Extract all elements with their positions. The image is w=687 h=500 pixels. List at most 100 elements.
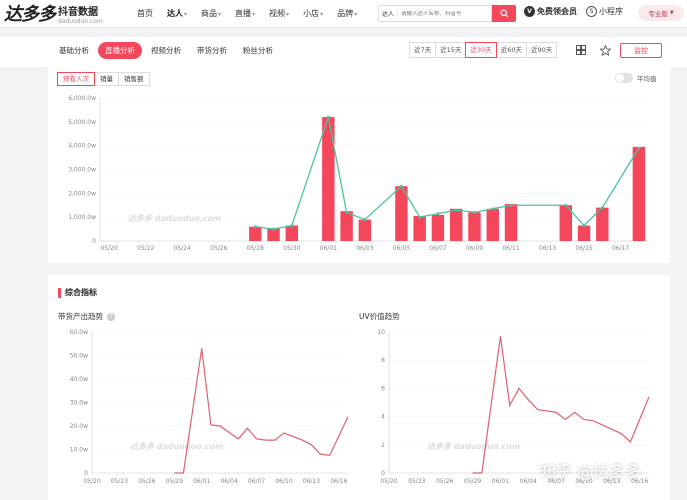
x-tick-label: 05/29 [464, 478, 481, 485]
line-point [582, 224, 586, 227]
nav-item[interactable]: 直播▾ [228, 0, 262, 28]
footer-watermark: 知乎 @达多多 [540, 462, 642, 481]
comprehensive-indicators-card: 综合指标 带货产出趋势 ? UV价值趋势 0 10.0w 20.0w 30.0w 40.… [48, 275, 670, 500]
x-tick-label: 05/26 [138, 478, 155, 485]
x-tick-label: 06/07 [547, 478, 564, 485]
series-line-segment [565, 204, 585, 226]
line-point [272, 227, 275, 231]
vip-icon: V [524, 6, 535, 17]
date-range-option[interactable]: 近90天 [525, 42, 558, 58]
nav-item-label: 直播 [235, 9, 252, 18]
analysis-tab[interactable]: 视频分析 [151, 46, 181, 55]
chevron-down-icon: ▾ [354, 11, 358, 18]
monitor-button[interactable]: 监控 [620, 43, 662, 58]
analysis-tab[interactable]: 基础分析 [59, 46, 89, 55]
y-tick-label: 5,000.0w [68, 119, 96, 126]
sales-trend-chart: 0 10.0w 20.0w 30.0w 40.0w 50.0w 60.0w 05/20 05/2… [70, 329, 349, 485]
x-tick-label: 05/20 [83, 478, 100, 485]
nav-item[interactable]: 视频▾ [262, 0, 296, 28]
bar [285, 225, 299, 241]
logo-subtitle-cn: 抖音数据 [58, 7, 98, 18]
x-tick-label: 05/26 [210, 245, 227, 252]
date-range-option[interactable]: 近30天 [465, 42, 497, 58]
x-tick-label: 05/20 [380, 478, 397, 485]
nav-item-label: 品牌 [337, 9, 354, 18]
sales-trend-label: 带货产出趋势 [58, 312, 103, 321]
metric-tab[interactable]: 销售额 [118, 72, 150, 86]
x-tick-label: 05/20 [100, 245, 117, 252]
line-point [637, 146, 641, 150]
bar [413, 215, 426, 241]
free-vip-link[interactable]: V 免费领会员 [524, 6, 577, 17]
x-tick-label: 05/29 [166, 478, 183, 485]
line-point [436, 212, 440, 215]
nav-item[interactable]: 达人▾ [160, 0, 194, 28]
search-type-select[interactable]: 达人 [379, 9, 399, 18]
uv-value-trend-chart: 0 2 4 6 8 10 05/20 05/23 05/26 05/29 06/01 06/04 06/… [377, 329, 650, 485]
series-line-segment [419, 212, 439, 218]
free-vip-label: 免费领会员 [537, 7, 577, 16]
nav-item[interactable]: 品牌▾ [330, 0, 364, 28]
date-range-option[interactable]: 近15天 [435, 42, 467, 58]
logo-wordmark: 达多多 [4, 4, 56, 25]
series-line-segment [456, 209, 475, 214]
live-trend-card: 观看人次 销量 销售额 平均值 0 1,000.0w 2,000.0w 3,000.0w 4… [48, 67, 670, 263]
x-tick-label: 06/04 [520, 478, 537, 485]
star-icon[interactable] [598, 43, 612, 57]
chevron-down-icon: ▼ [669, 10, 674, 16]
chevron-down-icon: ▾ [184, 11, 188, 18]
analysis-tab[interactable]: 粉丝分析 [243, 46, 273, 55]
bar [486, 208, 499, 241]
date-range-option[interactable]: 近60天 [495, 42, 527, 58]
x-tick-label: 06/13 [603, 478, 620, 485]
series-line-segment [346, 211, 366, 221]
line-point [345, 211, 348, 214]
date-range-selector: 近7天 近15天 近30天 近60天 近90天 [409, 42, 558, 58]
analysis-tab[interactable]: 带货分析 [197, 46, 227, 55]
chevron-down-icon: ▾ [320, 11, 324, 18]
search-input[interactable] [398, 10, 484, 17]
edition-badge[interactable]: 专业版 ▼ [638, 5, 684, 21]
line-point [564, 203, 568, 207]
x-tick-label: 06/09 [466, 245, 483, 252]
bar [632, 146, 646, 241]
search-button[interactable] [492, 5, 516, 22]
y-tick-label: 4,000.0w [68, 143, 96, 150]
x-tick-label: 06/07 [248, 478, 265, 485]
bar [449, 208, 463, 241]
series-line-segment [255, 226, 274, 230]
nav-item[interactable]: 首页 [130, 0, 160, 28]
bar [322, 117, 335, 241]
bar [358, 219, 372, 241]
y-tick-label: 0 [381, 470, 385, 477]
edition-label: 专业版 [648, 10, 668, 18]
bar [504, 204, 518, 241]
logo-subtitle-en: daduoduo.com [58, 18, 103, 25]
analysis-tab[interactable]: 直播分析 [98, 42, 142, 59]
line-point [509, 203, 513, 207]
x-tick-label: 05/22 [137, 245, 154, 252]
nav-item[interactable]: 商品▾ [194, 0, 228, 28]
line-point [290, 224, 294, 227]
series-line-segment [327, 116, 348, 213]
brand-logo[interactable]: 达多多 抖音数据 daduoduo.com [4, 2, 103, 26]
logo-subtitle: 抖音数据 daduoduo.com [58, 7, 103, 26]
average-toggle[interactable]: 平均值 [615, 73, 657, 83]
y-tick-label: 20.0w [70, 423, 88, 430]
grid-view-icon[interactable] [574, 43, 588, 57]
trend-line [472, 336, 650, 474]
date-range-option[interactable]: 近7天 [409, 42, 437, 58]
metric-tab[interactable]: 观看人次 [57, 72, 95, 86]
average-switch[interactable] [615, 73, 633, 83]
x-tick-label: 06/04 [220, 478, 237, 485]
nav-item[interactable]: 小店▾ [296, 0, 330, 28]
chevron-down-icon: ▾ [252, 11, 256, 18]
top-navigation-bar: 达多多 抖音数据 daduoduo.com 首页 达人▾ 商品▾ 直播▾ 视频▾ 小店▾ 品… [0, 0, 687, 28]
y-tick-label: 40.0w [70, 376, 88, 383]
mini-program-link[interactable]: S 小程序 [586, 6, 623, 17]
y-tick-label: 2,000.0w [68, 190, 96, 197]
help-icon[interactable]: ? [107, 312, 115, 321]
x-tick-label: 06/10 [575, 478, 592, 485]
bar [431, 214, 445, 241]
x-tick-label: 06/05 [393, 245, 410, 252]
